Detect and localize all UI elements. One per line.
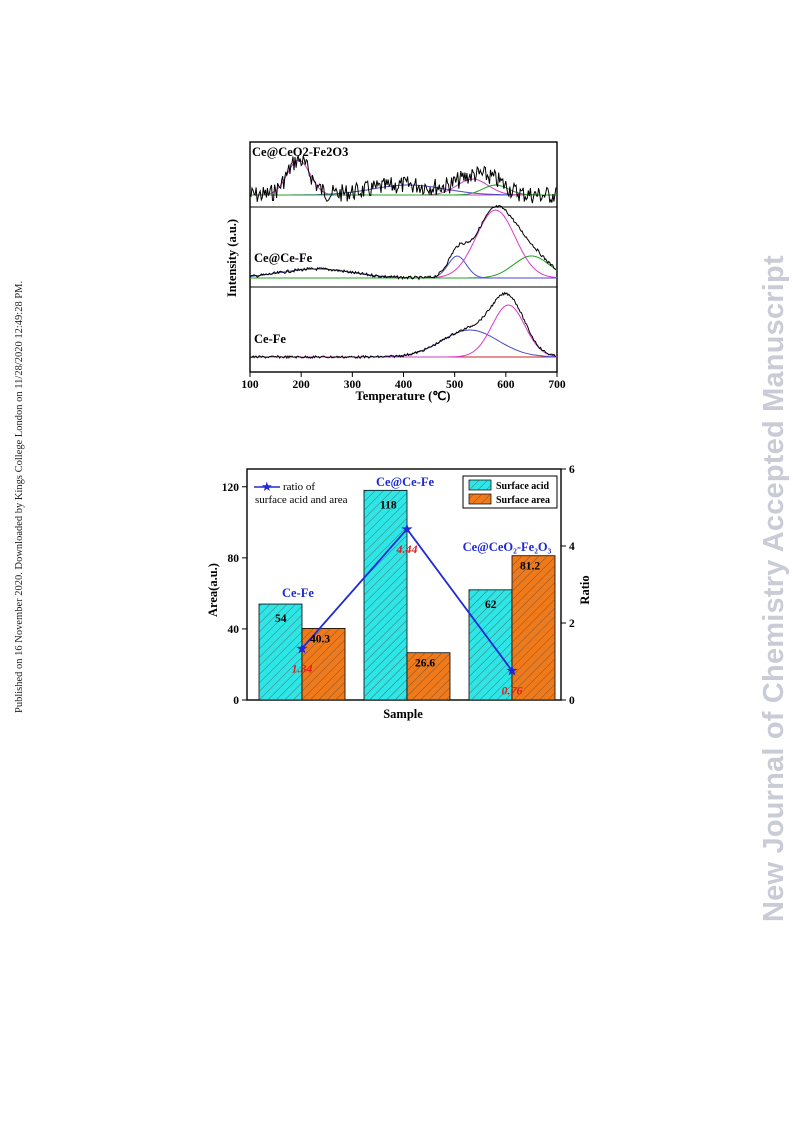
top-experimental-curve	[249, 204, 557, 281]
top-series-label-3: Ce-Fe	[254, 332, 286, 346]
value-label-area: 81.2	[520, 561, 540, 573]
top-chart-group: 100 200 300 400 500 600 700 Ce@CeO2-Fe2O3 Ce@C…	[225, 141, 566, 403]
top-x-tick-label: 600	[497, 379, 515, 391]
bar-surface-acid-hatch	[364, 490, 407, 700]
ratio-value-label: 1.34	[292, 661, 313, 675]
value-label-acid: 62	[485, 599, 497, 611]
left-y-tick-label: 80	[228, 553, 240, 565]
bottom-y-axis-label: Area(a.u.)	[206, 563, 220, 617]
bar-surface-area-hatch	[407, 652, 450, 700]
top-fit-component	[250, 209, 558, 279]
bottom-x-axis-label: Sample	[383, 707, 423, 721]
bottom-y2-axis-label: Ratio	[578, 575, 592, 604]
ratio-value-label: 0.76	[502, 684, 523, 698]
left-y-tick-label: 120	[222, 482, 240, 494]
ratio-legend-text-2: surface acid and area	[255, 494, 348, 506]
right-y-tick-label: 6	[569, 464, 575, 476]
legend-label-acid: Surface acid	[496, 481, 549, 492]
bottom-chart-group: ★ 1.34 ★ 4.44 ★ 0.76 0 40 80 120 0 2 4 6 Ce-Fe Ce@Ce…	[206, 464, 592, 721]
top-fit-component	[250, 329, 558, 358]
top-series-label-1: Ce@CeO2-Fe2O3	[252, 145, 348, 159]
right-y-tick-label: 0	[569, 695, 575, 707]
ratio-series: ★ 1.34 ★ 4.44 ★ 0.76	[292, 522, 523, 698]
left-y-tick-label: 0	[233, 695, 239, 707]
top-x-tick-label: 300	[344, 379, 362, 391]
left-y-tick-label: 40	[228, 624, 240, 636]
top-series-label-2: Ce@Ce-Fe	[254, 251, 313, 265]
right-y-tick-label: 4	[569, 541, 575, 553]
bar-legend: Surface acid Surface area	[462, 475, 558, 509]
bar-surface-acid-hatch	[259, 604, 302, 700]
ratio-legend-star: ★	[261, 479, 273, 494]
category-label: Ce-Fe	[282, 586, 314, 600]
top-experimental-curve	[249, 155, 557, 204]
left-y-ticks: 0 40 80 120	[222, 482, 247, 707]
top-x-axis-label: Temperature (℃)	[356, 389, 451, 403]
top-x-tick-label: 100	[241, 379, 259, 391]
ratio-point: ★	[505, 664, 518, 680]
value-label-area: 26.6	[415, 658, 435, 670]
category-labels: Ce-Fe Ce@Ce-Fe Ce@CeO₂-Fe₂O₃	[282, 475, 552, 600]
right-y-tick-label: 2	[569, 618, 575, 630]
value-label-acid: 54	[275, 613, 287, 625]
value-label-area: 40.3	[310, 633, 330, 645]
ratio-point: ★	[295, 641, 308, 657]
top-y-axis-label: Intensity (a.u.)	[225, 219, 239, 297]
top-x-tick-label: 200	[293, 379, 311, 391]
ratio-value-label: 4.44	[396, 542, 418, 556]
top-x-ticks: 100 200 300 400 500 600 700	[241, 372, 566, 391]
top-x-tick-label: 400	[395, 379, 413, 391]
category-label: Ce@Ce-Fe	[376, 475, 435, 489]
ratio-point: ★	[400, 522, 413, 538]
value-labels: 54 40.3 118 26.6 62 81.2	[275, 499, 540, 669]
top-x-tick-label: 700	[548, 379, 566, 391]
ratio-legend-text-1: ratio of	[283, 481, 315, 493]
top-fit-component	[250, 255, 558, 279]
bar-surface-area-hatch	[512, 555, 555, 700]
top-fit-component	[250, 184, 557, 196]
legend-label-area: Surface area	[496, 495, 550, 506]
ratio-line	[301, 527, 513, 672]
top-x-tick-label: 500	[446, 379, 464, 391]
category-label: Ce@CeO₂-Fe₂O₃	[463, 540, 552, 554]
ratio-legend: ★ ratio of surface acid and area	[254, 479, 348, 506]
top-curves	[249, 155, 558, 360]
top-fit-component	[250, 304, 558, 358]
right-y-ticks: 0 2 4 6	[561, 464, 575, 707]
top-experimental-curve	[249, 291, 557, 360]
bar-surface-acid-hatch	[469, 589, 512, 700]
value-label-acid: 118	[380, 499, 397, 511]
